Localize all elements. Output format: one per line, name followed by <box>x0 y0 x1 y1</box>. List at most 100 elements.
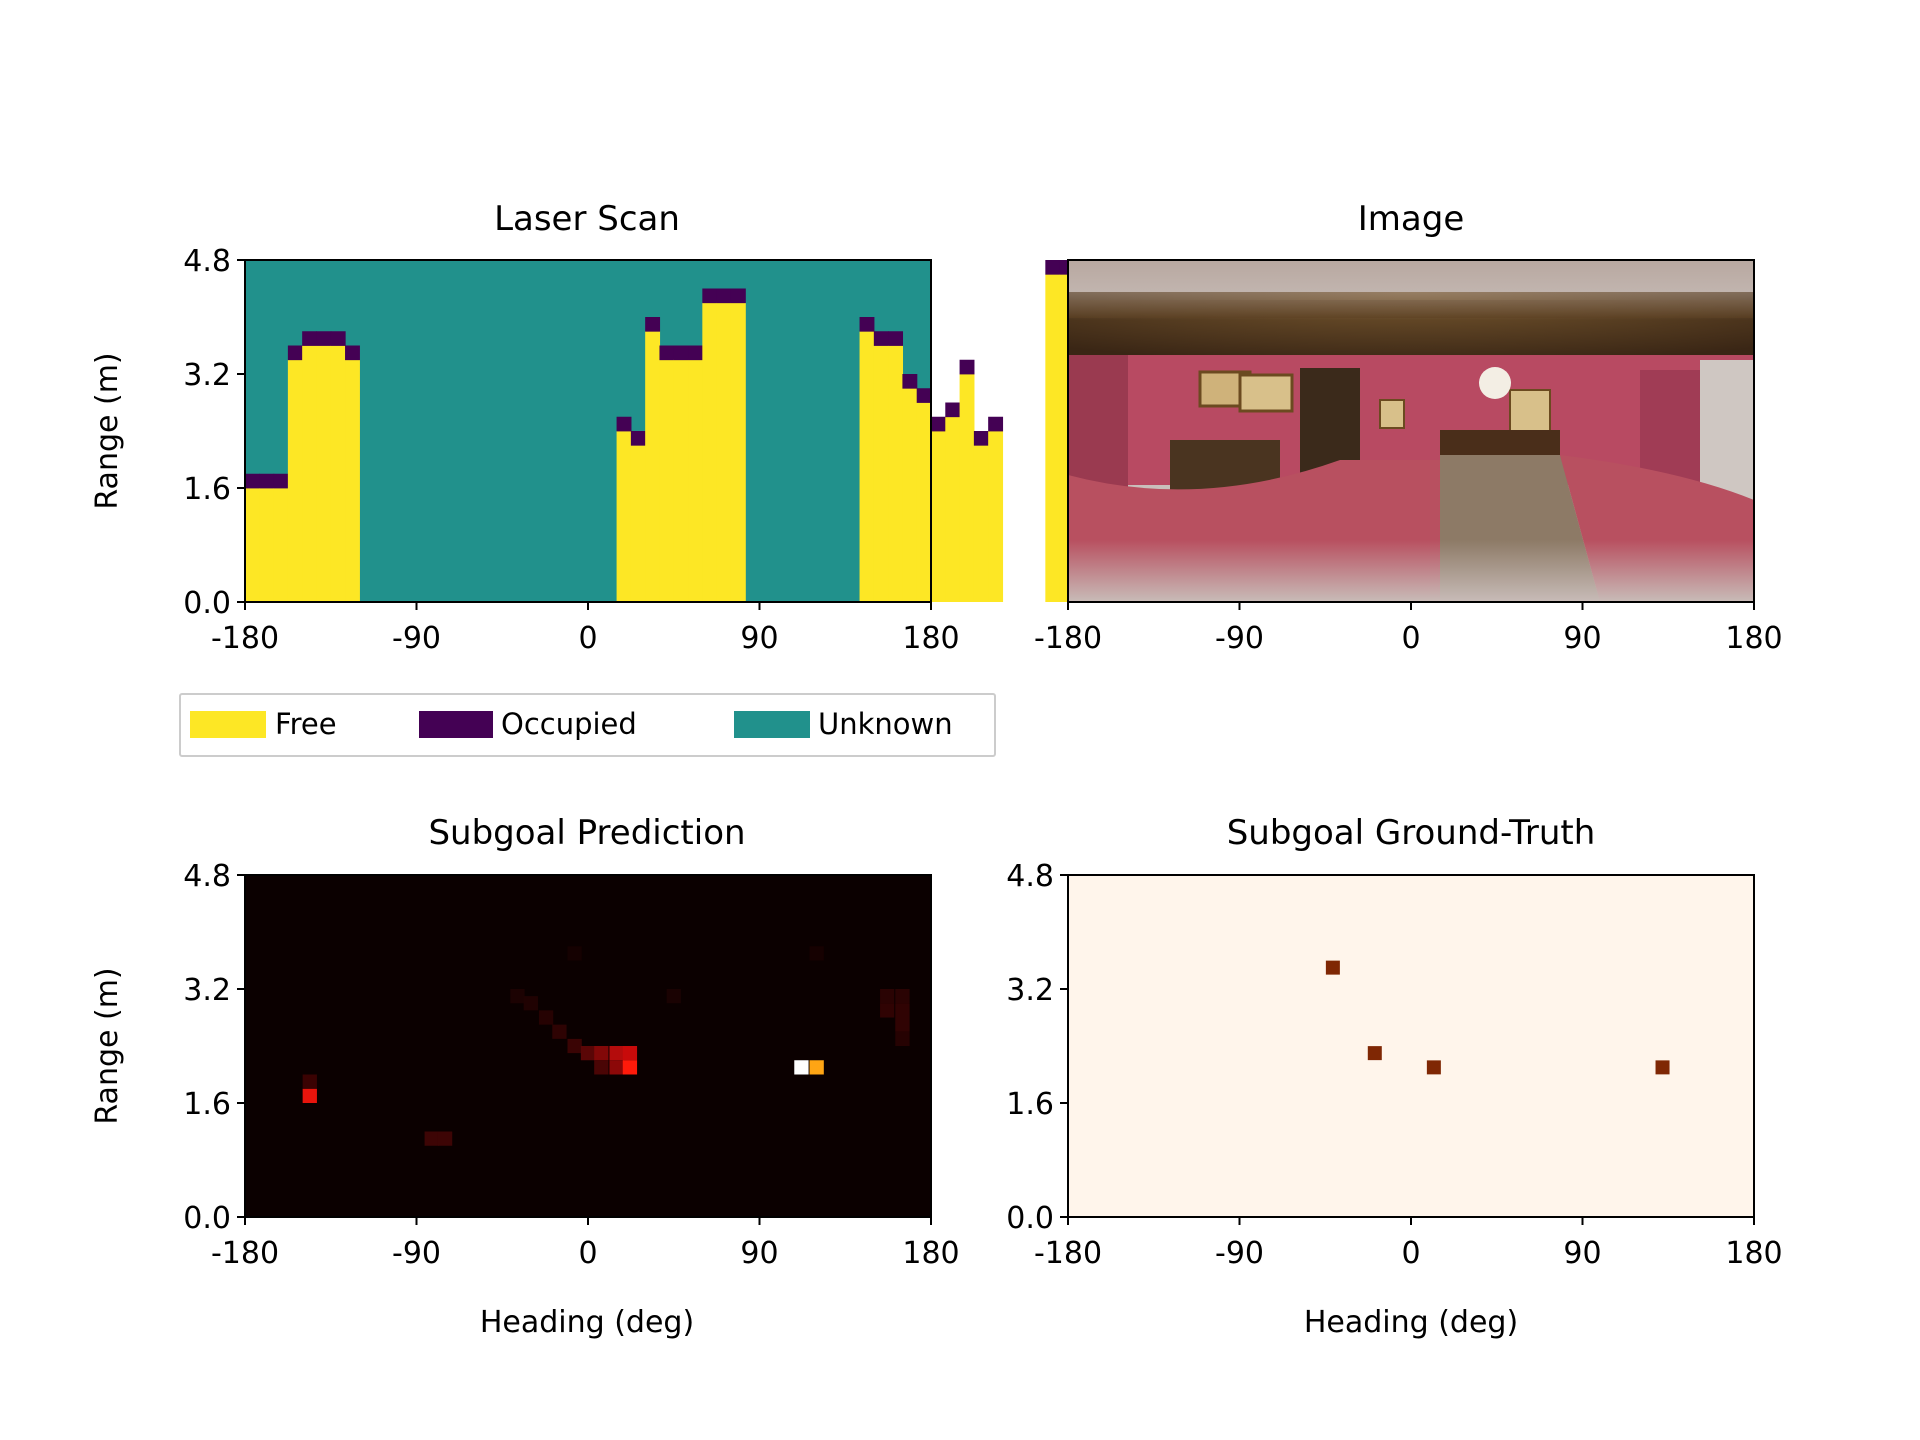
laser-scan-ticks: -180 -90 0 90 180 0.0 1.6 3.2 4.8 <box>183 244 959 656</box>
free-column <box>659 359 675 602</box>
occupied-cell <box>988 416 1004 432</box>
legend-swatch-free <box>190 711 266 738</box>
free-column <box>345 359 360 602</box>
subgoal-prediction-title: Subgoal Prediction <box>428 813 745 853</box>
y-tick-label: 0.0 <box>183 1201 231 1236</box>
ground-truth-cell <box>1655 1060 1670 1075</box>
y-tick-label: 0.0 <box>183 586 231 621</box>
free-column <box>988 431 1004 602</box>
occupied-cell <box>616 416 632 432</box>
free-column <box>859 331 875 602</box>
free-column <box>716 302 732 602</box>
free-column <box>945 416 961 602</box>
x-tick-label: 90 <box>1563 1236 1601 1271</box>
occupied-cell <box>645 317 661 332</box>
subgoal-ground-truth-cells <box>1325 960 1670 1075</box>
free-column <box>273 488 289 602</box>
occupied-cell <box>302 331 318 346</box>
ground-truth-cell <box>1367 1046 1382 1061</box>
y-tick-label: 1.6 <box>183 1087 231 1122</box>
prediction-cell <box>538 1010 554 1025</box>
legend-label-occupied: Occupied <box>501 707 637 741</box>
prediction-cell <box>510 989 525 1004</box>
y-tick-label: 3.2 <box>1006 973 1054 1008</box>
y-tick-label: 3.2 <box>183 358 231 393</box>
x-tick-label: 0 <box>1401 621 1420 656</box>
y-tick-label: 1.6 <box>183 472 231 507</box>
subgoal-prediction-ylabel: Range (m) <box>90 967 125 1124</box>
laser-scan-panel: Laser Scan -180 -90 0 90 180 0.0 1.6 3.2 4.8 Ran… <box>90 199 1189 656</box>
prediction-cell <box>594 1060 609 1075</box>
image-title: Image <box>1358 199 1464 239</box>
prediction-cell <box>622 1060 638 1075</box>
subgoal-prediction-cells <box>302 946 910 1146</box>
occupied-cell <box>873 331 889 346</box>
x-tick-label: -90 <box>1215 1236 1264 1271</box>
x-tick-label: 180 <box>1725 621 1782 656</box>
x-tick-label: -180 <box>1034 621 1102 656</box>
prediction-cell <box>567 1038 582 1054</box>
free-column <box>316 345 332 602</box>
image-ticks: -180 -90 0 90 180 <box>1034 602 1783 656</box>
free-column <box>931 431 946 602</box>
subgoal-ground-truth-panel: Subgoal Ground-Truth -180 -90 0 90 180 0.0 1.6… <box>1006 813 1782 1340</box>
free-column <box>287 359 303 602</box>
prediction-cell <box>302 1088 317 1103</box>
occupied-cell <box>730 288 746 304</box>
prediction-cell <box>880 1003 895 1018</box>
prediction-cell <box>809 1060 824 1075</box>
prediction-cell <box>594 1046 609 1061</box>
occupied-cell <box>330 331 346 346</box>
laser-scan-grid <box>245 260 1189 602</box>
subgoal-ground-truth-ticks: -180 -90 0 90 180 0.0 1.6 3.2 4.8 <box>1006 859 1782 1271</box>
laser-scan-legend: Free Occupied Unknown <box>179 693 996 757</box>
free-column <box>902 388 918 602</box>
legend-label-unknown: Unknown <box>818 707 953 741</box>
x-tick-label: 90 <box>1563 621 1601 656</box>
occupied-cell <box>630 431 646 446</box>
x-tick-label: 180 <box>1725 1236 1782 1271</box>
free-column <box>259 488 275 602</box>
x-tick-label: 90 <box>740 1236 778 1271</box>
prediction-cell <box>809 946 824 961</box>
prediction-cell <box>580 1046 596 1061</box>
legend-frame <box>179 693 996 757</box>
prediction-cell <box>622 1046 638 1061</box>
ground-truth-cell <box>1325 960 1340 975</box>
free-column <box>616 431 632 602</box>
free-column <box>330 345 346 602</box>
subgoal-ground-truth-xlabel: Heading (deg) <box>1304 1305 1518 1340</box>
prediction-cell <box>609 1060 624 1075</box>
subgoal-prediction-ticks: -180 -90 0 90 180 0.0 1.6 3.2 4.8 <box>183 859 959 1271</box>
image-panel: Image -180 -90 <box>1034 199 1783 656</box>
x-tick-label: -90 <box>392 1236 441 1271</box>
x-tick-label: -180 <box>1034 1236 1102 1271</box>
free-column <box>973 445 989 602</box>
occupied-cell <box>345 345 360 361</box>
free-column <box>688 359 703 602</box>
occupied-cell <box>916 388 932 403</box>
prediction-cell <box>523 996 538 1011</box>
laser-scan-title: Laser Scan <box>494 199 680 239</box>
laser-scan-ylabel: Range (m) <box>90 352 125 509</box>
occupied-cell <box>273 473 289 489</box>
free-column <box>645 331 661 602</box>
x-tick-label: 0 <box>578 1236 597 1271</box>
occupied-cell <box>245 473 260 489</box>
occupied-cell <box>316 331 332 346</box>
prediction-cell <box>895 1003 910 1018</box>
x-tick-label: 180 <box>902 621 959 656</box>
legend-label-free: Free <box>275 707 337 741</box>
prediction-cell <box>609 1046 624 1061</box>
legend-swatch-occupied <box>419 711 493 738</box>
occupied-cell <box>973 431 989 446</box>
x-tick-label: 180 <box>902 1236 959 1271</box>
free-column <box>702 302 718 602</box>
legend-swatch-unknown <box>734 711 810 738</box>
occupied-cell <box>716 288 732 304</box>
y-tick-label: 0.0 <box>1006 1201 1054 1236</box>
prediction-cell <box>666 989 681 1004</box>
occupied-cell <box>888 331 904 346</box>
prediction-cell <box>567 946 582 961</box>
occupied-cell <box>1045 260 1061 275</box>
